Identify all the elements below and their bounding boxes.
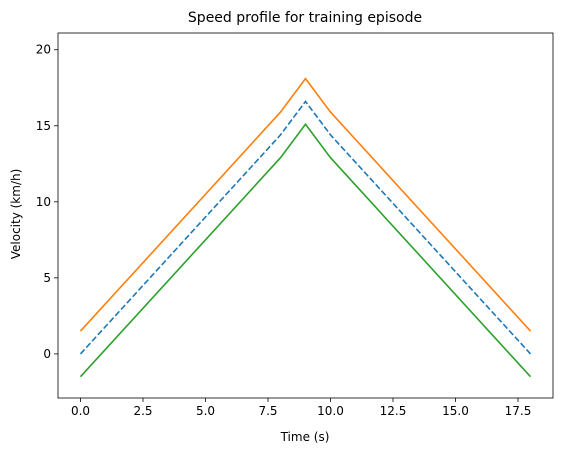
x-tick-label: 7.5	[258, 404, 277, 418]
x-tick-label: 5.0	[196, 404, 215, 418]
chart-title: Speed profile for training episode	[188, 10, 422, 26]
x-axis-label: Time (s)	[280, 430, 330, 444]
x-axis-ticks: 0.0 2.5 5.0 7.5 10.0 12.5 15.0 17.5	[71, 398, 531, 418]
plot-area	[79, 77, 532, 378]
x-tick-label: 12.5	[380, 404, 407, 418]
series-line-2	[79, 122, 532, 378]
y-tick-label: 10	[36, 195, 51, 209]
series-line-1	[79, 77, 532, 332]
y-tick-label: 0	[43, 347, 51, 361]
y-axis-ticks: 0 5 10 15 20	[36, 43, 58, 361]
x-tick-label: 2.5	[133, 404, 152, 418]
y-tick-label: 5	[43, 271, 51, 285]
y-axis-label: Velocity (km/h)	[9, 169, 23, 260]
x-tick-label: 0.0	[71, 404, 90, 418]
y-tick-label: 15	[36, 119, 51, 133]
x-tick-label: 15.0	[442, 404, 469, 418]
series-line-0	[79, 100, 532, 355]
x-tick-label: 17.5	[505, 404, 532, 418]
plot-frame	[57, 32, 554, 399]
x-tick-label: 10.0	[317, 404, 344, 418]
y-tick-label: 20	[36, 43, 51, 57]
